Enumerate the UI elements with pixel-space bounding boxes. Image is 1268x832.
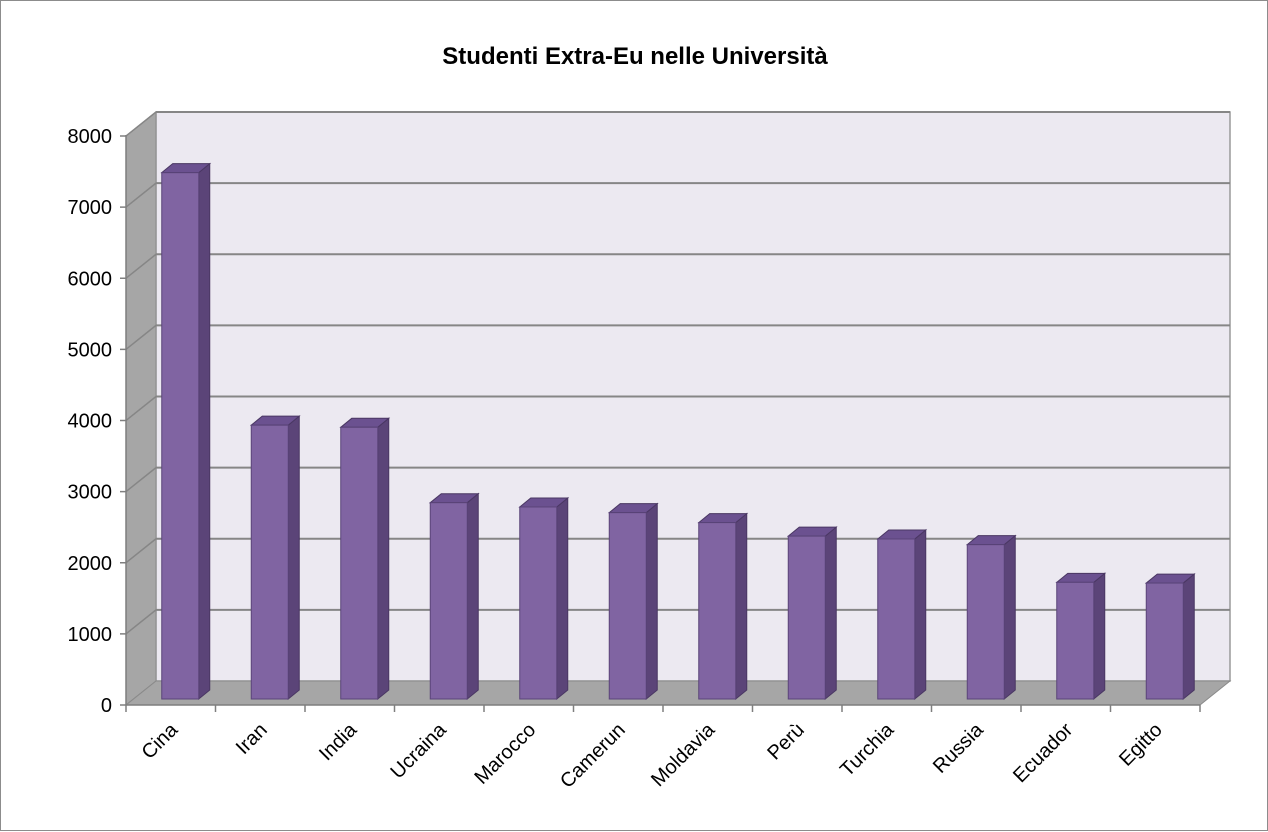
bar-egitto	[1144, 573, 1196, 701]
bar-side	[466, 492, 479, 701]
bar-side	[824, 526, 837, 701]
bar-side	[735, 512, 748, 701]
x-tick-label-perù: Perù	[763, 719, 808, 764]
bar-side	[1182, 573, 1195, 701]
x-tick-label-ecuador: Ecuador	[1009, 719, 1077, 787]
gridline-side-2	[125, 538, 157, 564]
bar-iran	[249, 415, 301, 701]
bar-front	[608, 512, 647, 700]
bar-side	[287, 415, 300, 701]
bar-front	[340, 426, 379, 700]
axes	[120, 135, 1201, 712]
bar-front	[1056, 581, 1095, 700]
bar-moldavia	[697, 512, 749, 701]
bars	[160, 162, 1196, 701]
bar-front	[429, 502, 468, 700]
x-tick-label-iran: Iran	[232, 719, 272, 759]
bar-cina	[160, 162, 212, 701]
bar-front	[698, 522, 737, 700]
bar-ecuador	[1055, 572, 1107, 701]
bar-front	[1145, 582, 1184, 700]
gridline-side-1	[125, 609, 157, 635]
bar-side	[914, 528, 927, 701]
y-tick-labels: 0 1000 2000 3000 4000 5000 6000 7000 8000	[68, 126, 113, 717]
x-tick-label-cina: Cina	[138, 718, 183, 763]
x-tick-label-egitto: Egitto	[1115, 719, 1167, 771]
y-tick-label-2: 2000	[68, 553, 113, 575]
bar-india	[339, 417, 391, 701]
gridline-side-5	[125, 324, 157, 350]
x-tick-label-turchia: Turchia	[836, 718, 899, 781]
bar-side	[1003, 534, 1016, 701]
bar-front	[519, 506, 558, 700]
x-tick-labels: Cina Iran India Ucraina Marocco Camerun Moldav…	[138, 718, 1167, 792]
bar-side	[556, 496, 569, 701]
bar-perù	[786, 526, 838, 701]
bar-turchia	[876, 528, 928, 701]
y-tick-label-0: 0	[101, 695, 112, 717]
x-tick-label-ucraina: Ucraina	[386, 718, 451, 783]
bar-side	[1093, 572, 1106, 701]
x-tick-label-russia: Russia	[929, 718, 988, 777]
chart-title: Studenti Extra-Eu nelle Università	[442, 43, 828, 70]
bar-front	[966, 544, 1005, 700]
bar-side	[645, 502, 658, 701]
y-tick-label-8: 8000	[68, 126, 113, 148]
gridline-side-3	[125, 467, 157, 493]
y-tick-label-6: 6000	[68, 268, 113, 290]
bar-front	[161, 172, 200, 700]
x-tick-label-moldavia: Moldavia	[647, 718, 720, 791]
bar-side	[377, 417, 390, 701]
bar-front	[877, 538, 916, 700]
bar-front	[787, 535, 826, 700]
bar-russia	[965, 534, 1017, 701]
gridline-side-7	[125, 182, 157, 208]
y-tick-label-1: 1000	[68, 624, 113, 646]
x-tick-label-camerun: Camerun	[556, 719, 630, 793]
y-tick-label-3: 3000	[68, 482, 113, 504]
bar-marocco	[518, 496, 570, 701]
y-tick-label-7: 7000	[68, 197, 113, 219]
gridlines	[125, 111, 1230, 635]
bar-ucraina	[428, 492, 480, 701]
bar-camerun	[607, 502, 659, 701]
gridline-side-6	[125, 253, 157, 279]
x-tick-label-india: India	[315, 718, 362, 765]
bar-front	[250, 424, 289, 700]
x-tick-label-marocco: Marocco	[470, 719, 540, 789]
gridline-side-8	[125, 111, 157, 137]
gridline-side-4	[125, 395, 157, 422]
y-tick-label-5: 5000	[68, 339, 113, 361]
y-tick-label-4: 4000	[68, 411, 113, 433]
bar-side	[198, 162, 211, 701]
